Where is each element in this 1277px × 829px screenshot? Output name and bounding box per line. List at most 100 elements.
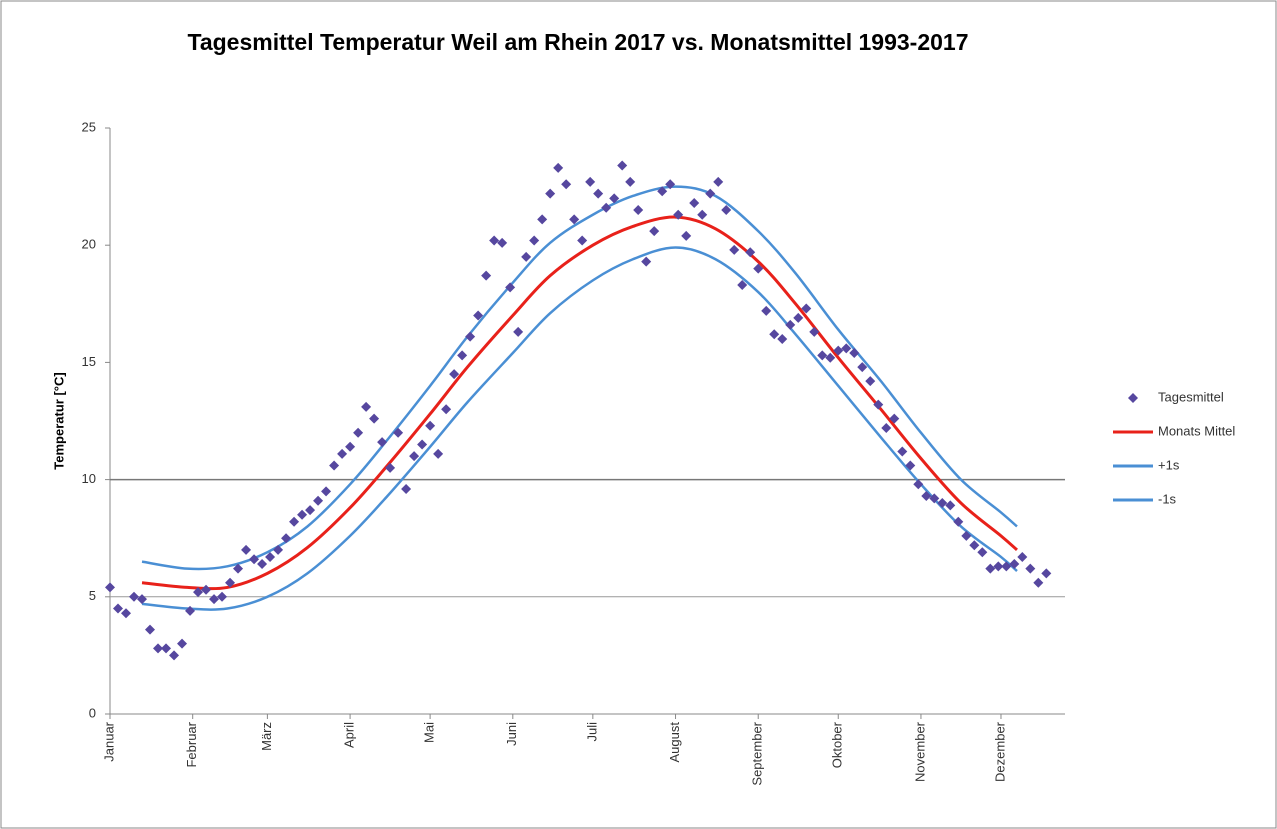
data-point <box>161 643 172 654</box>
data-point <box>1041 568 1052 579</box>
data-point <box>1001 561 1012 572</box>
data-point <box>953 516 964 527</box>
data-point <box>457 350 468 361</box>
legend-label: Tagesmittel <box>1158 389 1224 404</box>
data-point <box>977 547 988 558</box>
data-point <box>361 401 372 412</box>
data-point <box>241 544 252 555</box>
data-point <box>601 202 612 213</box>
data-point <box>721 205 732 216</box>
data-point <box>1025 563 1036 574</box>
data-point <box>217 591 228 602</box>
data-point <box>657 186 668 197</box>
data-point <box>193 587 204 598</box>
data-point <box>833 345 844 356</box>
legend-marker <box>1128 393 1138 403</box>
data-point <box>513 326 524 337</box>
data-point <box>817 350 828 361</box>
data-point <box>969 540 980 551</box>
x-tick-label: Januar <box>101 721 116 761</box>
data-point <box>273 544 284 555</box>
data-point <box>305 505 316 516</box>
data-point <box>961 530 972 541</box>
x-tick-label: Juni <box>504 722 519 746</box>
data-point <box>233 563 244 574</box>
data-point <box>697 209 708 220</box>
data-point <box>633 205 644 216</box>
data-point <box>505 282 516 293</box>
chart-title: Tagesmittel Temperatur Weil am Rhein 201… <box>187 29 968 55</box>
data-point <box>145 624 156 635</box>
data-point <box>441 404 452 415</box>
data-point <box>753 263 764 274</box>
data-point <box>673 209 684 220</box>
data-point <box>545 188 556 199</box>
data-point <box>169 650 180 661</box>
data-point <box>521 251 532 262</box>
x-tick-label: September <box>750 721 765 785</box>
data-point <box>937 498 948 509</box>
data-point <box>777 333 788 344</box>
data-point <box>105 582 115 593</box>
data-point <box>481 270 492 281</box>
data-point <box>993 561 1004 572</box>
data-point <box>577 235 588 246</box>
data-point <box>1009 558 1020 569</box>
data-point <box>985 563 996 574</box>
data-point <box>353 427 364 438</box>
data-point <box>905 460 916 471</box>
data-point <box>761 305 772 316</box>
data-point <box>1033 577 1044 588</box>
data-point <box>649 226 660 237</box>
data-point <box>209 594 220 605</box>
data-point <box>737 280 748 291</box>
data-point <box>129 591 140 602</box>
data-point <box>473 310 484 321</box>
series-line <box>141 185 1018 571</box>
data-point <box>681 230 692 241</box>
data-point <box>825 352 836 363</box>
data-point <box>289 516 300 527</box>
data-point <box>489 235 500 246</box>
data-point <box>921 491 932 502</box>
x-tick-label: August <box>667 722 682 763</box>
data-point <box>641 256 652 267</box>
data-point <box>393 427 404 438</box>
data-point <box>113 603 124 614</box>
legend-label: +1s <box>1158 457 1180 472</box>
data-point <box>225 577 236 588</box>
data-point <box>569 214 580 225</box>
data-point <box>801 303 812 314</box>
data-point <box>321 486 332 497</box>
data-point <box>297 509 308 520</box>
data-point <box>625 176 636 187</box>
x-tick-label: April <box>342 722 357 748</box>
data-point <box>345 441 356 452</box>
data-point <box>281 533 292 544</box>
data-point <box>313 495 324 506</box>
data-point <box>897 446 908 457</box>
data-point <box>945 500 956 511</box>
series-line <box>141 215 1018 591</box>
data-point <box>529 235 540 246</box>
data-point <box>201 584 212 595</box>
data-point <box>497 237 508 248</box>
data-point <box>713 176 724 187</box>
data-point <box>417 439 428 450</box>
data-point <box>729 244 740 255</box>
data-point <box>249 554 260 565</box>
data-point <box>809 326 820 337</box>
data-point <box>153 643 164 654</box>
x-tick-label: Juli <box>584 722 599 742</box>
data-point <box>257 558 268 569</box>
data-point <box>609 193 620 204</box>
data-point <box>881 423 892 434</box>
legend-label: -1s <box>1158 491 1177 506</box>
data-point <box>137 594 148 605</box>
x-tick-label: März <box>259 722 274 751</box>
data-point <box>913 479 924 490</box>
data-point <box>185 605 196 616</box>
y-tick-label: 10 <box>82 471 96 486</box>
